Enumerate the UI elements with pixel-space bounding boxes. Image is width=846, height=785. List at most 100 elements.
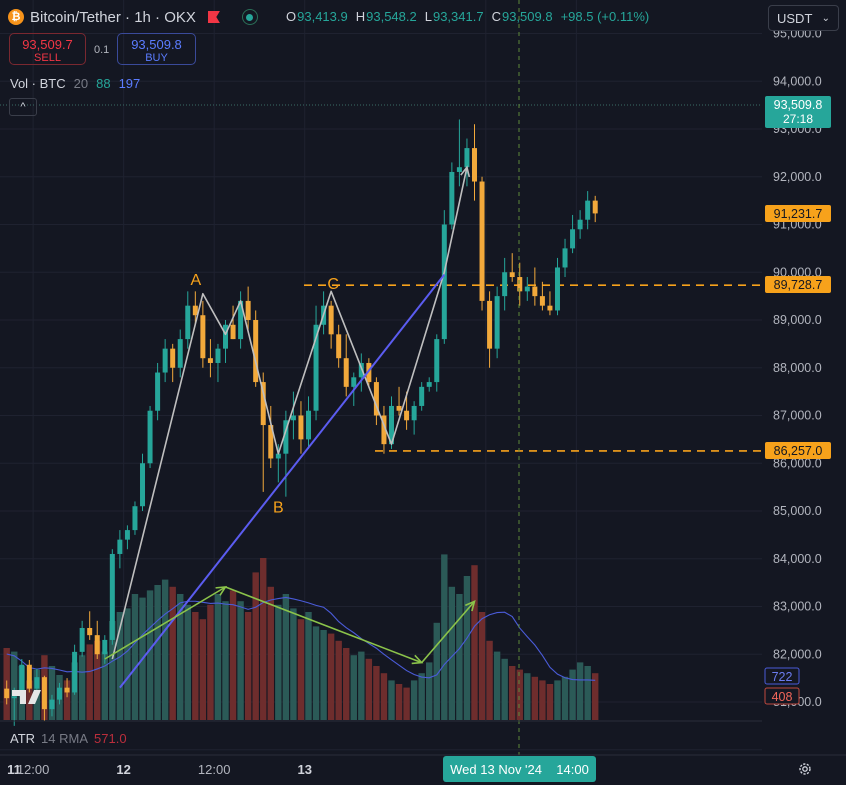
candle-body (49, 699, 55, 710)
candle-body (245, 300, 251, 320)
volume-bar (267, 586, 274, 720)
volume-ma-tag-bg (764, 667, 800, 685)
sell-price: 93,509.7 (22, 37, 73, 52)
volume-bar (109, 621, 116, 720)
volume-bar (343, 648, 350, 720)
candle-body (388, 405, 394, 445)
volume-bar (592, 673, 599, 720)
candle-body (223, 324, 229, 349)
spread-value: 0.1 (94, 44, 110, 56)
candle-body (502, 272, 508, 297)
volume-bar (456, 594, 463, 720)
symbol-header[interactable]: ₿ Bitcoin/Tether · 1h · OKX (8, 6, 258, 28)
candle-body (358, 362, 364, 378)
tradingview-logo-mark (12, 690, 41, 704)
time-axis-label: 11 (7, 762, 21, 777)
volume-moving-average (6, 596, 596, 681)
level-tag-89728: 89,728.7 (774, 278, 823, 292)
volume-bar (229, 590, 237, 720)
volume-bar (146, 590, 154, 720)
volume-arrowhead (464, 600, 476, 612)
candle-body (140, 463, 146, 507)
gear-icon[interactable] (797, 761, 813, 777)
candle-body (57, 687, 63, 700)
candle-body (283, 420, 289, 454)
volume-bar (94, 640, 101, 720)
candle-body (11, 696, 17, 699)
volume-bar (569, 669, 576, 720)
collapse-legend-button[interactable]: ^ (9, 98, 37, 116)
candle-body (200, 315, 206, 359)
chevron-down-icon: ⌄ (821, 12, 830, 24)
volume-bar (101, 651, 108, 720)
candle-body (102, 639, 108, 655)
candle-body (396, 405, 402, 411)
candle-body (238, 300, 244, 340)
buy-price: 93,509.8 (131, 37, 182, 52)
volume-bar (48, 666, 56, 720)
candle-body (471, 148, 477, 182)
crosshair-date: Wed 13 Nov '24 (450, 761, 542, 777)
currency-select[interactable]: USDT ⌄ (768, 5, 839, 31)
time-axis-label: 13 (297, 762, 311, 777)
candle-body (19, 664, 25, 697)
volume-bar (516, 669, 523, 720)
candle-body (79, 627, 85, 652)
volume-ma-line (6, 596, 596, 681)
candle-body (494, 296, 500, 349)
volume-last-tag: 408 (772, 690, 793, 704)
atr-legend[interactable]: ATR 14 RMA 571.0 (10, 731, 127, 746)
volume-bar (335, 640, 342, 720)
change-value: +98.5 (+0.11%) (560, 9, 650, 24)
volume-bar (358, 651, 365, 720)
candle-body (313, 324, 319, 411)
candle-body (207, 358, 213, 363)
sell-button[interactable]: 93,509.7 SELL (9, 33, 86, 65)
candle-body (381, 415, 387, 445)
time-axis-label: 12 (116, 762, 130, 777)
flag-icon[interactable] (207, 11, 220, 23)
symbol-title[interactable]: Bitcoin/Tether · 1h · OKX (30, 8, 196, 26)
time-axis-label: 12:00 (17, 762, 50, 777)
price-axis-label: 90,000.0 (773, 265, 822, 279)
volume-bar (297, 619, 305, 720)
volume-bar (116, 612, 124, 720)
candle-body (554, 267, 560, 311)
volume-bar (192, 612, 199, 720)
level-tag-91231: 91,231.7 (774, 207, 823, 221)
volume-bar (63, 680, 71, 720)
volume-bar (509, 666, 516, 720)
open-label: O (286, 9, 297, 24)
volume-bar (26, 680, 33, 720)
candle-body (170, 348, 176, 368)
crosshair-time: 14:00 (556, 761, 589, 777)
volume-ma3: 197 (118, 76, 141, 91)
candle-body (290, 415, 296, 421)
candle-body (456, 167, 462, 172)
candle-body (404, 410, 410, 421)
market-status-icon[interactable] (241, 9, 258, 25)
high-value: 93,548.2 (366, 9, 417, 24)
buy-button[interactable]: 93,509.8 BUY (117, 33, 196, 65)
candle-body (34, 677, 40, 689)
candle-body (306, 410, 311, 440)
volume-legend[interactable]: Vol · BTC 20 88 197 (10, 76, 140, 91)
sell-label: SELL (34, 52, 61, 64)
volume-bar (161, 579, 169, 720)
volume-bar (418, 673, 425, 720)
high-label: H (355, 9, 366, 24)
volume-bar (199, 619, 207, 720)
candle-body (132, 506, 138, 531)
volume-legend-label: Vol · BTC (10, 76, 66, 91)
volume-bar (131, 594, 139, 720)
volume-bar (275, 604, 282, 720)
candle-body (449, 171, 455, 225)
candle-body (94, 635, 100, 655)
volume-bar (350, 655, 357, 720)
bitcoin-icon: ₿ (8, 9, 24, 25)
volume-bar (561, 676, 569, 720)
candle-body (577, 219, 583, 230)
candlestick-series (4, 119, 598, 726)
volume-bar (546, 684, 554, 720)
